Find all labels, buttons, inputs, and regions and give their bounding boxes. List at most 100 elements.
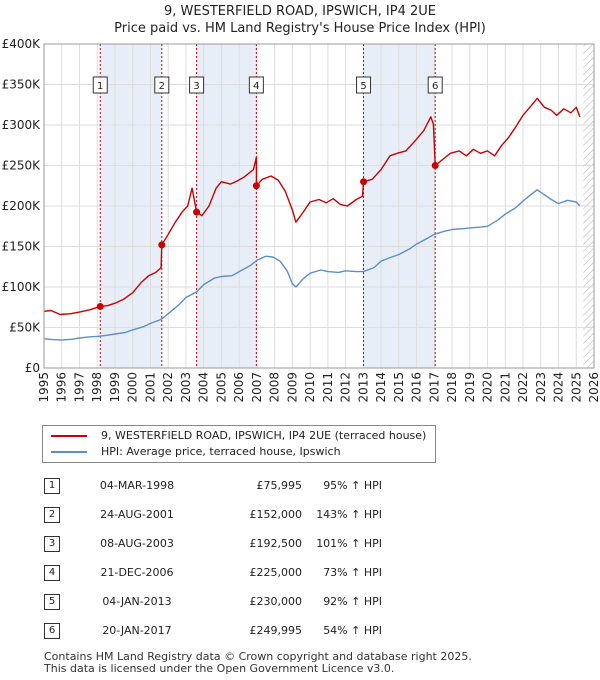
tx-date: 08-AUG-2003 bbox=[100, 537, 174, 550]
sale-point bbox=[158, 241, 166, 249]
transactions-table: 1 04-MAR-1998 £75,995 95% ↑ HPI 2 24-AUG-2001… bbox=[44, 471, 382, 645]
x-tick-label: 2005 bbox=[214, 372, 228, 403]
table-row: 5 04-JAN-2013 £230,000 92% ↑ HPI bbox=[44, 587, 382, 616]
tx-number-cell: 1 bbox=[44, 471, 82, 500]
tx-number: 1 bbox=[44, 477, 60, 494]
tx-number: 2 bbox=[44, 506, 60, 523]
x-tick-label: 2025 bbox=[569, 372, 583, 403]
table-row: 4 21-DEC-2006 £225,000 73% ↑ HPI bbox=[44, 558, 382, 587]
x-tick-label: 2021 bbox=[498, 372, 512, 403]
tx-hpi: 101% ↑ HPI bbox=[316, 537, 382, 550]
y-tick-label: £400K bbox=[2, 37, 42, 51]
hpi-line bbox=[44, 189, 581, 341]
y-tick-label: £300K bbox=[2, 118, 42, 132]
sale-point bbox=[96, 302, 104, 310]
x-tick-label: 2015 bbox=[392, 372, 406, 403]
x-tick-label: 2011 bbox=[321, 372, 335, 403]
tx-price: £152,000 bbox=[249, 508, 303, 521]
y-tick-label: £100K bbox=[2, 280, 42, 294]
x-tick-label: 2019 bbox=[463, 372, 477, 403]
tx-hpi: 143% ↑ HPI bbox=[316, 508, 382, 521]
tx-hpi: 92% ↑ HPI bbox=[323, 595, 382, 608]
y-tick-label: £150K bbox=[2, 240, 42, 254]
tx-number-cell: 6 bbox=[44, 616, 82, 645]
y-tick-label: £50K bbox=[9, 321, 41, 335]
tx-date: 20-JAN-2017 bbox=[102, 624, 172, 637]
tx-hpi: 73% ↑ HPI bbox=[323, 566, 382, 579]
legend-swatch-property bbox=[51, 435, 87, 437]
legend: 9, WESTERFIELD ROAD, IPSWICH, IP4 2UE (t… bbox=[42, 425, 436, 463]
x-tick-label: 2006 bbox=[232, 372, 246, 403]
tx-date: 21-DEC-2006 bbox=[100, 566, 174, 579]
legend-label-property: 9, WESTERFIELD ROAD, IPSWICH, IP4 2UE (t… bbox=[101, 429, 427, 442]
marker-badge-label: 3 bbox=[193, 81, 199, 92]
tx-number: 5 bbox=[44, 593, 60, 610]
tx-date: 24-AUG-2001 bbox=[100, 508, 174, 521]
x-tick-label: 2001 bbox=[143, 372, 157, 403]
x-tick-label: 2014 bbox=[374, 372, 388, 403]
x-tick-label: 1998 bbox=[90, 372, 104, 403]
tx-date: 04-JAN-2013 bbox=[102, 595, 172, 608]
marker-badge bbox=[356, 76, 372, 94]
marker-badge-label: 4 bbox=[253, 81, 259, 92]
table-row: 2 24-AUG-2001 £152,000 143% ↑ HPI bbox=[44, 500, 382, 529]
marker-badge-label: 1 bbox=[97, 81, 103, 92]
x-tick-label: 2016 bbox=[410, 372, 424, 403]
x-tick-label: 2010 bbox=[303, 372, 317, 403]
y-tick-label: £350K bbox=[2, 78, 42, 92]
x-tick-label: 2002 bbox=[161, 372, 175, 403]
chart-title: 9, WESTERFIELD ROAD, IPSWICH, IP4 2UE bbox=[164, 4, 436, 19]
x-tick-label: 2026 bbox=[587, 372, 600, 403]
tx-price: £192,500 bbox=[249, 537, 303, 550]
footer-licence: This data is licensed under the Open Gov… bbox=[44, 662, 395, 675]
marker-badge-label: 6 bbox=[432, 81, 438, 92]
tx-hpi: 95% ↑ HPI bbox=[323, 479, 382, 492]
table-row: 6 20-JAN-2017 £249,995 54% ↑ HPI bbox=[44, 616, 382, 645]
x-tick-label: 2024 bbox=[552, 372, 566, 403]
marker-badge bbox=[248, 76, 264, 94]
x-tick-label: 2009 bbox=[285, 372, 299, 403]
y-tick-label: £200K bbox=[2, 199, 42, 213]
marker-badge bbox=[92, 76, 108, 94]
tx-price: £75,995 bbox=[256, 479, 303, 492]
x-tick-label: 1999 bbox=[108, 372, 122, 403]
legend-swatch-hpi bbox=[51, 451, 87, 453]
tx-number-cell: 4 bbox=[44, 558, 82, 587]
sale-point bbox=[252, 182, 260, 190]
x-tick-label: 2012 bbox=[339, 372, 353, 403]
tx-hpi: 54% ↑ HPI bbox=[323, 624, 382, 637]
y-tick-label: £0 bbox=[25, 361, 40, 375]
x-tick-label: 2003 bbox=[179, 372, 193, 403]
tx-number: 3 bbox=[44, 535, 60, 552]
x-tick-label: 2000 bbox=[126, 372, 140, 403]
x-tick-label: 1997 bbox=[72, 372, 86, 403]
marker-badge-label: 2 bbox=[159, 81, 165, 92]
marker-badge-label: 5 bbox=[360, 81, 366, 92]
legend-label-hpi: HPI: Average price, terraced house, Ipsw… bbox=[101, 445, 341, 458]
x-tick-label: 2023 bbox=[534, 372, 548, 403]
x-tick-label: 1996 bbox=[55, 372, 69, 403]
sale-point bbox=[193, 208, 201, 216]
tx-number-cell: 3 bbox=[44, 529, 82, 558]
price-chart: 1 2 3 4 5 6 £0 £50K £100K £150K £200K £250K £300K £35… bbox=[2, 37, 600, 403]
tx-number: 4 bbox=[44, 564, 60, 581]
sale-point bbox=[431, 162, 439, 170]
legend-item-property: 9, WESTERFIELD ROAD, IPSWICH, IP4 2UE (t… bbox=[51, 428, 426, 444]
tx-price: £225,000 bbox=[249, 566, 303, 579]
x-tick-label: 2018 bbox=[445, 372, 459, 403]
footer: Contains HM Land Registry data © Crown c… bbox=[44, 651, 472, 675]
tx-date: 04-MAR-1998 bbox=[99, 479, 175, 492]
plot-frame bbox=[43, 43, 595, 369]
marker-badge bbox=[154, 76, 170, 94]
x-tick-label: 2017 bbox=[427, 372, 441, 403]
x-tick-label: 2013 bbox=[356, 372, 370, 403]
property-price-line bbox=[44, 97, 581, 316]
table-row: 1 04-MAR-1998 £75,995 95% ↑ HPI bbox=[44, 471, 382, 500]
marker-badge bbox=[189, 76, 205, 94]
chart-subtitle: Price paid vs. HM Land Registry's House … bbox=[114, 21, 486, 36]
x-tick-label: 2007 bbox=[250, 372, 264, 403]
table-row: 3 08-AUG-2003 £192,500 101% ↑ HPI bbox=[44, 529, 382, 558]
tx-price: £230,000 bbox=[249, 595, 303, 608]
tx-price: £249,995 bbox=[249, 624, 303, 637]
footer-copyright: Contains HM Land Registry data © Crown c… bbox=[44, 650, 472, 663]
